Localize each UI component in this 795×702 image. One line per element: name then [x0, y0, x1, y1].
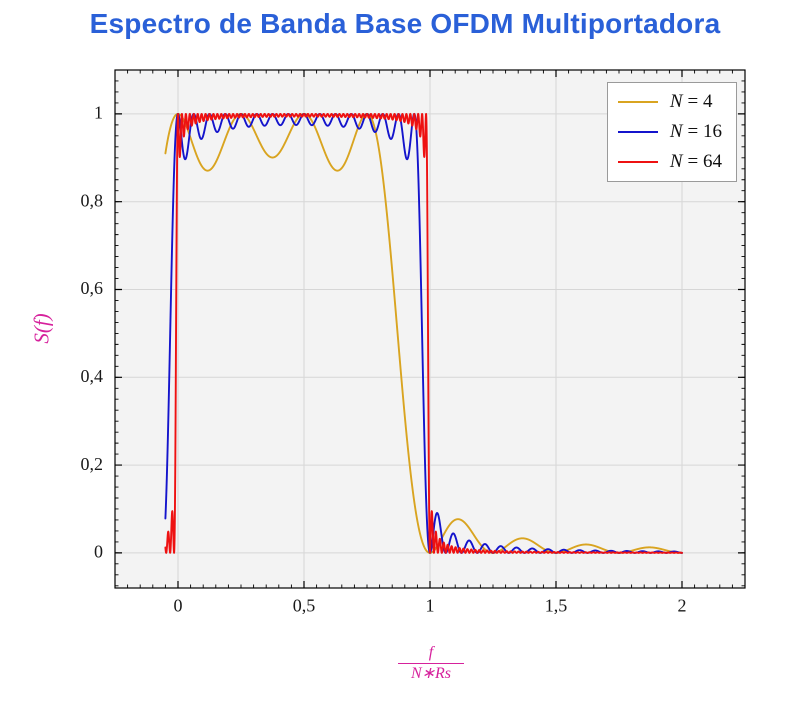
y-axis-label: S(f) — [29, 313, 54, 344]
legend-label-eq: = 16 — [687, 121, 722, 142]
x-axis-label: f N∗Rs — [396, 644, 466, 684]
legend-label-eq: = 4 — [687, 91, 713, 112]
x-axis-label-numerator: f — [428, 644, 434, 661]
legend-label-var: N — [669, 121, 683, 142]
legend-label-n4: N = 4 — [670, 91, 713, 113]
legend-label-var: N — [669, 151, 683, 172]
legend-label-n64: N = 64 — [670, 151, 722, 173]
legend-label-n16: N = 16 — [670, 121, 722, 143]
legend-line-swatch-n64 — [617, 161, 658, 163]
fraction-bar — [398, 663, 464, 665]
legend-box: N = 4 N = 16 N = 64 — [606, 82, 737, 182]
legend-label-eq: = 64 — [687, 151, 722, 172]
legend-line-swatch-n4 — [617, 101, 658, 103]
x-axis-label-denominator: N∗Rs — [410, 665, 452, 683]
legend-item: N = 64 — [617, 150, 722, 174]
legend-item: N = 4 — [617, 90, 722, 114]
legend-label-var: N — [669, 91, 683, 112]
chart-title: Espectro de Banda Base OFDM Multiportado… — [89, 8, 721, 39]
legend-line-swatch-n16 — [617, 131, 658, 133]
legend-item: N = 16 — [617, 120, 722, 144]
